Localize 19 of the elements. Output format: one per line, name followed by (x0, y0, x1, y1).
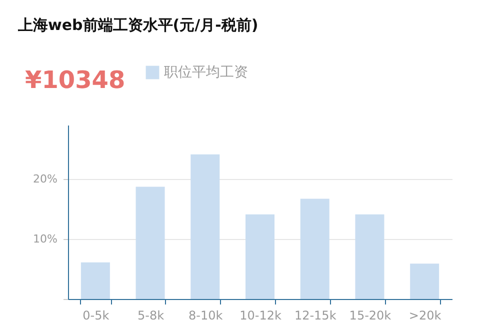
bar (80, 262, 110, 299)
x-tick-label: 10-12k (240, 308, 282, 322)
text: ¥10348 (25, 66, 126, 94)
bar (410, 264, 440, 299)
x-tick-label: 8-10k (188, 308, 223, 322)
bar (355, 214, 384, 299)
x-tick-label: 0-5k (82, 308, 110, 322)
bar (300, 198, 330, 299)
x-tick-label: 15-20k (349, 308, 392, 322)
bar (190, 154, 220, 299)
bar (136, 186, 165, 299)
legend-label: 职位平均工资 (164, 64, 248, 80)
y-tick-label: 10% (33, 232, 58, 246)
x-tick-label: >20k (408, 308, 442, 322)
chart-title: 上海web前端工资水平(元/月-税前) (17, 16, 258, 34)
bar (246, 214, 274, 299)
x-tick-label: 12-15k (294, 308, 336, 322)
y-tick-label: 20% (33, 172, 58, 186)
x-tick-label: 5-8k (138, 308, 164, 322)
